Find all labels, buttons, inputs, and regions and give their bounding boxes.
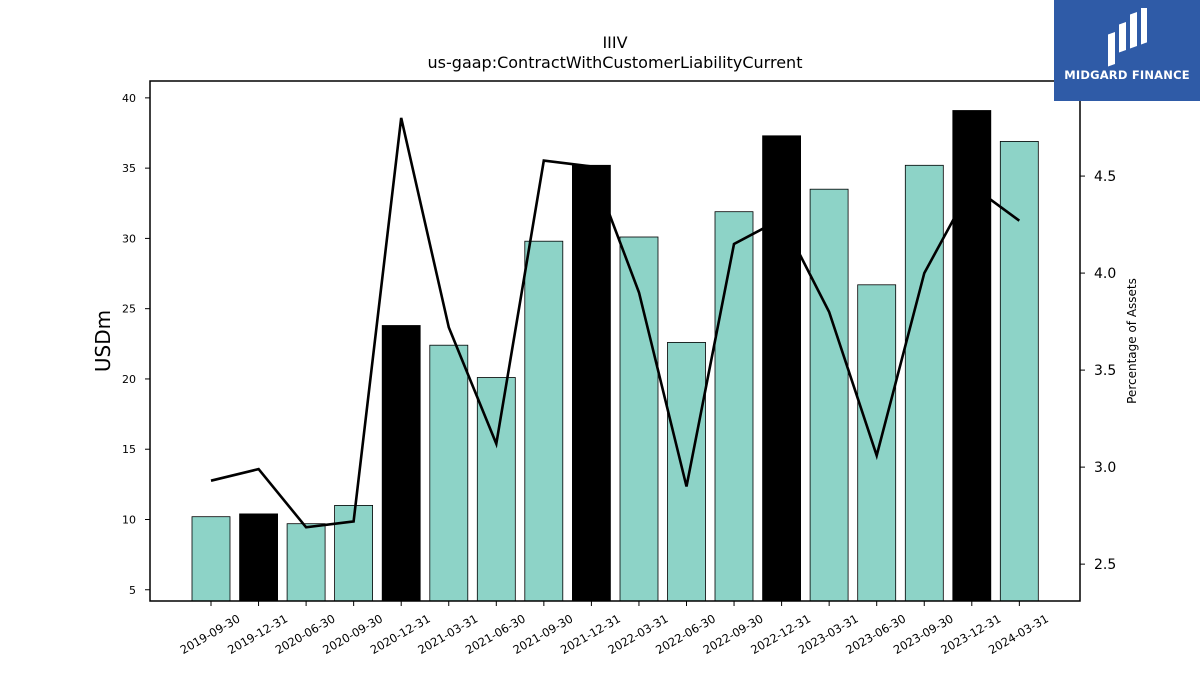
y2-axis-label: Percentage of Assets: [1125, 278, 1139, 404]
bar: [762, 135, 801, 602]
y-tick-label: 30: [122, 232, 136, 245]
y-tick-label: 25: [122, 303, 136, 316]
y-axis-left: 5 10 15 20 25 30 35 40: [122, 92, 150, 597]
line-series: [210, 117, 1021, 529]
bar: [381, 325, 421, 602]
bar: [714, 211, 754, 602]
bar: [667, 341, 706, 602]
y-tick-label: 40: [122, 92, 136, 105]
bar: [904, 164, 944, 602]
x-axis: 2019-09-302019-12-312020-06-302020-09-30…: [178, 601, 1051, 657]
chart-subtitle: us-gaap:ContractWithCustomerLiabilityCur…: [428, 53, 803, 72]
y-tick-label: 15: [122, 443, 136, 456]
bar: [999, 140, 1039, 602]
bar: [524, 240, 564, 602]
logo-mark-icon: [1108, 8, 1147, 67]
y2-tick-label: 3.0: [1094, 460, 1116, 476]
bar: [857, 284, 897, 602]
bar: [952, 110, 992, 602]
y2-tick-label: 2.5: [1094, 557, 1116, 573]
bar: [429, 344, 469, 602]
line-path: [210, 117, 1021, 529]
bar: [286, 523, 326, 602]
y2-tick-label: 3.5: [1094, 363, 1116, 379]
y-tick-label: 20: [122, 373, 136, 386]
bar: [572, 164, 611, 602]
y-tick-label: 10: [122, 513, 136, 526]
plot-frame: [149, 80, 1081, 602]
brand-logo: MIDGARD FINANCE: [1054, 0, 1200, 101]
bar: [239, 513, 279, 602]
chart-title: IIIV: [602, 33, 627, 52]
bar: [809, 188, 849, 602]
y-axis-right: 2.5 3.0 3.5 4.0 4.5: [1080, 169, 1116, 573]
y-tick-label: 35: [122, 162, 136, 175]
y2-tick-label: 4.5: [1094, 169, 1116, 185]
bar-series: [191, 110, 1039, 602]
y2-tick-label: 4.0: [1094, 266, 1116, 282]
bar: [191, 516, 231, 602]
y-axis-label: USDm: [91, 310, 115, 372]
logo-text: MIDGARD FINANCE: [1064, 68, 1190, 82]
y-tick-label: 5: [129, 584, 136, 597]
